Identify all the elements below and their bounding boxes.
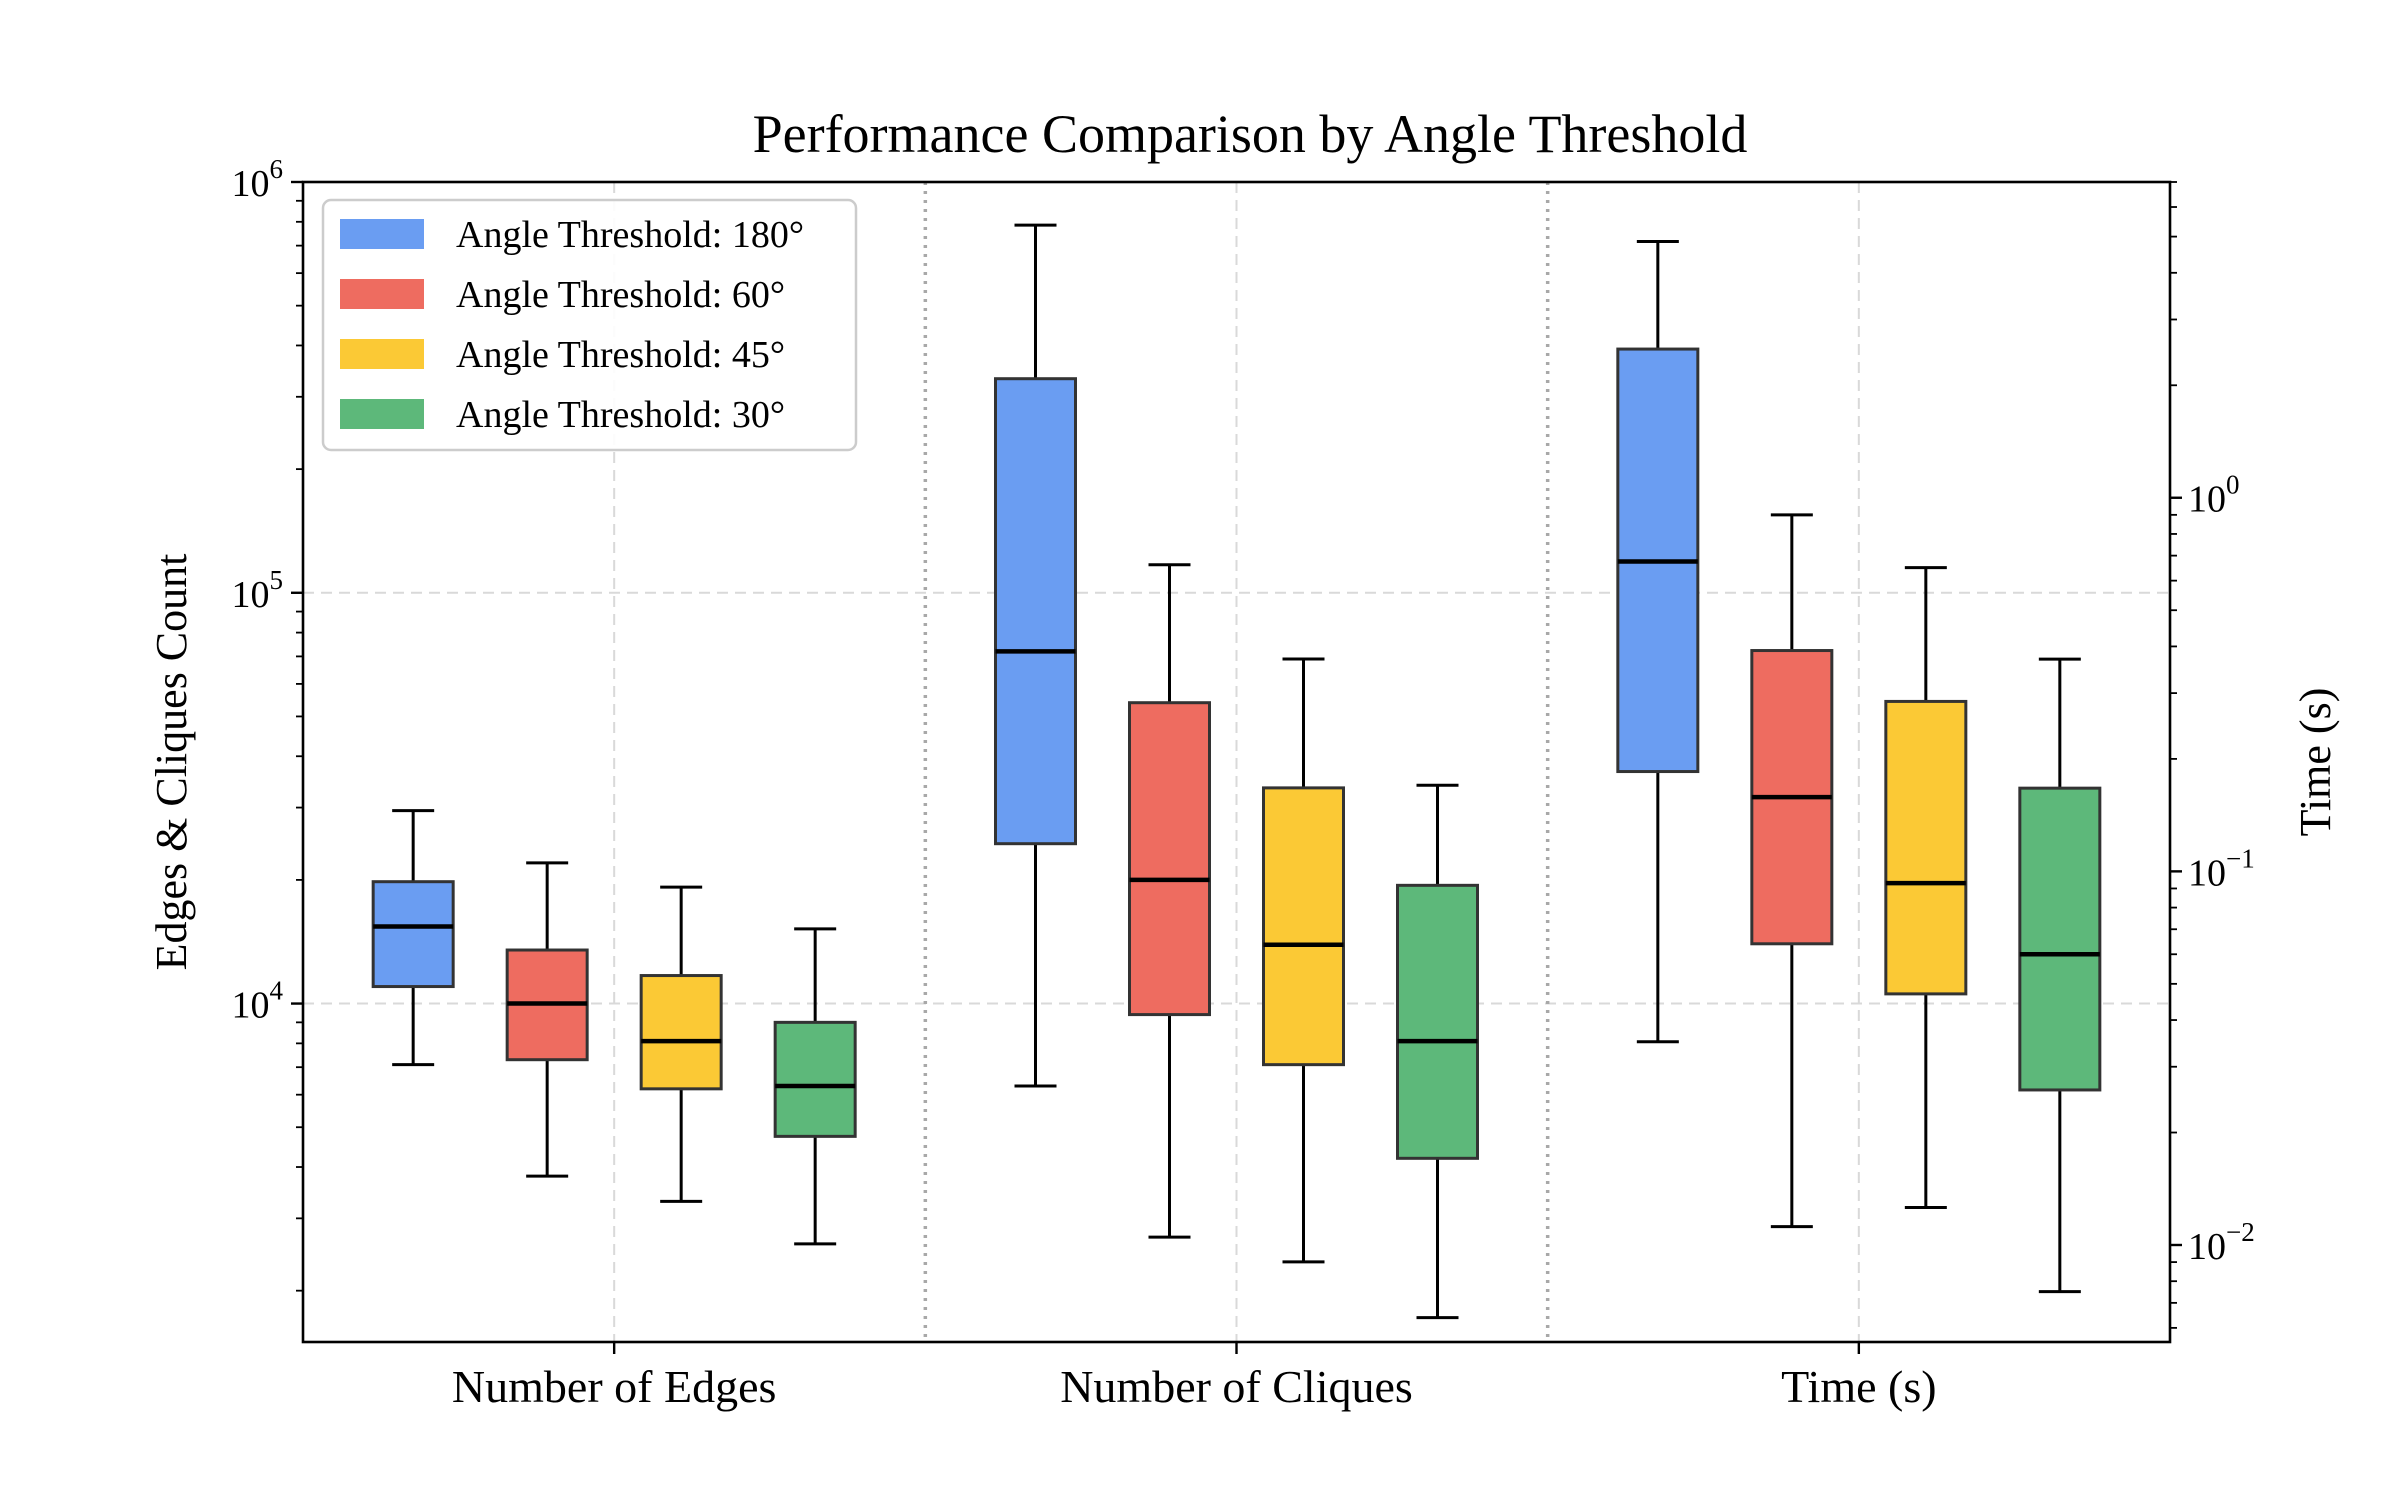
- box-iqr: [994, 377, 1077, 846]
- x-tick-label: Number of Edges: [452, 1361, 776, 1412]
- x-tick-label: Number of Cliques: [1060, 1361, 1413, 1412]
- y-tick-label-left: 104: [232, 976, 284, 1027]
- y-tick-label-left: 105: [232, 565, 284, 616]
- y-axis-label-left: Edges & Cliques Count: [147, 554, 196, 971]
- box-plot-layer: [371, 223, 2102, 1320]
- y-tick-label-right: 10−1: [2188, 843, 2255, 894]
- legend-swatch: [340, 399, 424, 429]
- y-tick-label-right: 10−2: [2188, 1217, 2255, 1268]
- legend-label: Angle Threshold: 45°: [456, 334, 785, 376]
- legend-swatch: [340, 279, 424, 309]
- box-plot-element: [994, 223, 1077, 1088]
- legend-item: Angle Threshold: 45°: [340, 334, 785, 376]
- box-iqr: [2018, 786, 2102, 1092]
- legend-item: Angle Threshold: 180°: [340, 214, 804, 256]
- legend-frame: [321, 198, 858, 452]
- legend-swatch: [340, 339, 424, 369]
- box-plot-element: [639, 885, 723, 1203]
- legend-label: Angle Threshold: 30°: [456, 394, 785, 436]
- legend-label: Angle Threshold: 180°: [456, 214, 804, 256]
- box-plot-element: [2018, 657, 2102, 1294]
- y-axis-label-right: Time (s): [2291, 688, 2340, 837]
- legend-item: Angle Threshold: 30°: [340, 394, 785, 436]
- box-plot-element: [371, 809, 455, 1067]
- legend-swatch: [340, 219, 424, 249]
- box-plot-element: [1262, 657, 1345, 1264]
- box-iqr: [371, 880, 455, 989]
- x-tick-label: Time (s): [1781, 1361, 1937, 1412]
- y-tick-label-right: 100: [2188, 470, 2240, 521]
- box-plot-element: [1128, 563, 1211, 1239]
- chart-title: Performance Comparison by Angle Threshol…: [753, 104, 1748, 164]
- left-y-axis: 104 105 106: [232, 154, 303, 1292]
- box-iqr: [1128, 701, 1211, 1017]
- legend-item: Angle Threshold: 60°: [340, 274, 785, 316]
- box-plot-element: [1750, 513, 1834, 1229]
- box-series-2: [505, 513, 1834, 1239]
- box-iqr: [639, 974, 723, 1091]
- legend: Angle Threshold: 180° Angle Threshold: 60…: [321, 198, 858, 452]
- box-series-1: [371, 223, 1700, 1088]
- box-plot-element: [1884, 566, 1968, 1209]
- box-series-4: [773, 657, 2102, 1320]
- box-iqr: [1884, 699, 1968, 996]
- box-series-3: [639, 566, 1968, 1264]
- box-plot-element: [505, 861, 589, 1178]
- box-iqr: [1396, 883, 1479, 1160]
- y-tick-label-left: 106: [232, 154, 284, 205]
- box-plot-element: [773, 927, 857, 1246]
- legend-label: Angle Threshold: 60°: [456, 274, 785, 316]
- box-iqr: [1262, 786, 1345, 1067]
- box-plot-element: [1616, 240, 1700, 1044]
- box-iqr: [773, 1020, 857, 1138]
- box-plot-element: [1396, 783, 1479, 1320]
- x-axis: Number of Edges Number of Cliques Time (s): [452, 1342, 1937, 1412]
- right-y-axis: 10−2 10−1 100: [2170, 181, 2255, 1329]
